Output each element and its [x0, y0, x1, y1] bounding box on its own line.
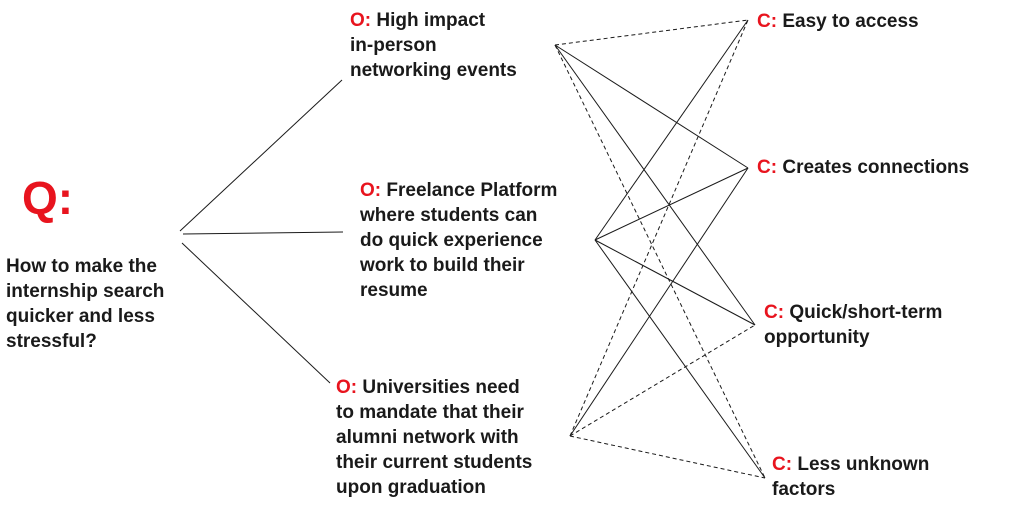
criterion-3-prefix: C:: [764, 302, 785, 323]
option-1-text: High impact in-person networking events: [350, 10, 517, 81]
edge-option-2-criterion-2: [594, 167, 749, 241]
edge-question-option-1: [179, 79, 343, 232]
option-2: O: Freelance Platform where students can…: [360, 178, 557, 303]
edge-option-1-criterion-2: [554, 44, 749, 169]
option-1-prefix: O:: [350, 10, 372, 31]
edge-option-1-criterion-4: [554, 44, 766, 479]
edge-option-2-criterion-1: [594, 19, 749, 241]
criterion-3-text: Quick/short-term opportunity: [764, 302, 943, 348]
option-2-text: Freelance Platform where students can do…: [360, 180, 558, 301]
question-text: How to make the internship search quicke…: [6, 256, 165, 352]
criterion-1: C: Easy to access: [757, 9, 919, 34]
option-3-prefix: O:: [336, 377, 358, 398]
edge-option-2-criterion-4: [594, 239, 766, 479]
option-2-prefix: O:: [360, 180, 382, 201]
question-label: Q:: [22, 172, 74, 224]
criterion-4-prefix: C:: [772, 454, 793, 475]
option-3-text: Universities need to mandate that their …: [336, 377, 533, 498]
edge-option-3-criterion-4: [569, 435, 766, 479]
edge-option-1-criterion-3: [554, 44, 756, 326]
criterion-1-text: Easy to access: [777, 11, 919, 32]
edge-option-1-criterion-1: [554, 19, 749, 46]
criterion-2: C: Creates connections: [757, 155, 969, 180]
criterion-1-prefix: C:: [757, 11, 778, 32]
criterion-4-text: Less unknown factors: [772, 454, 930, 500]
edge-option-3-criterion-3: [569, 324, 756, 437]
edge-question-option-3: [181, 242, 331, 384]
edge-option-3-criterion-2: [569, 167, 749, 437]
criterion-3: C: Quick/short-term opportunity: [764, 300, 942, 350]
edge-option-2-criterion-3: [594, 239, 756, 326]
criterion-2-text: Creates connections: [777, 157, 970, 178]
edge-question-option-2: [182, 231, 344, 235]
criterion-2-prefix: C:: [757, 157, 778, 178]
edge-option-3-criterion-1: [569, 19, 749, 437]
option-3: O: Universities need to mandate that the…: [336, 375, 532, 500]
criterion-4: C: Less unknown factors: [772, 452, 929, 502]
option-1: O: High impact in-person networking even…: [350, 8, 517, 83]
